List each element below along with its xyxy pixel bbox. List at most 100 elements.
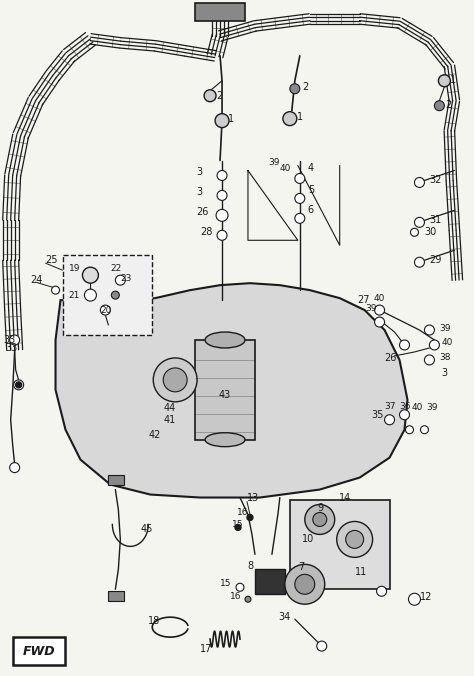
Circle shape: [235, 525, 241, 531]
Circle shape: [424, 355, 434, 365]
Text: 9: 9: [318, 502, 324, 512]
Text: 8: 8: [247, 561, 253, 571]
Text: 3: 3: [196, 187, 202, 197]
Text: 45: 45: [140, 525, 153, 535]
Text: 31: 31: [429, 216, 442, 225]
Circle shape: [295, 214, 305, 223]
Text: 33: 33: [6, 343, 18, 353]
Text: 40: 40: [441, 339, 453, 347]
Text: 39: 39: [427, 404, 438, 412]
Text: 12: 12: [419, 592, 432, 602]
Text: 15: 15: [232, 520, 244, 529]
Circle shape: [400, 410, 410, 420]
Text: 39: 39: [365, 304, 377, 312]
Bar: [255, 569, 285, 594]
Circle shape: [420, 426, 428, 434]
Text: 17: 17: [200, 644, 212, 654]
Text: 23: 23: [120, 274, 132, 283]
Text: 28: 28: [200, 227, 212, 237]
Text: 40: 40: [280, 164, 291, 173]
Text: 2: 2: [302, 82, 308, 92]
Circle shape: [245, 596, 251, 602]
Circle shape: [346, 531, 364, 548]
Text: 26: 26: [384, 353, 397, 363]
Ellipse shape: [205, 433, 245, 447]
Circle shape: [290, 84, 300, 94]
Text: 3: 3: [196, 168, 202, 178]
Circle shape: [384, 415, 394, 425]
Circle shape: [424, 325, 434, 335]
Text: 34: 34: [278, 612, 290, 622]
Text: 16: 16: [230, 592, 242, 601]
Bar: [109, 475, 124, 485]
Circle shape: [376, 586, 387, 596]
Text: 35: 35: [372, 410, 384, 420]
Circle shape: [374, 305, 384, 315]
Text: FWD: FWD: [22, 645, 55, 658]
Circle shape: [16, 382, 22, 388]
Text: 29: 29: [429, 256, 442, 265]
Text: 22: 22: [110, 264, 122, 272]
Text: 30: 30: [424, 227, 437, 237]
Ellipse shape: [205, 332, 245, 348]
Text: 36: 36: [400, 402, 411, 411]
Text: 27: 27: [358, 295, 370, 305]
Text: 10: 10: [302, 535, 314, 544]
Circle shape: [317, 641, 327, 651]
Text: 41: 41: [163, 415, 175, 425]
Circle shape: [305, 504, 335, 535]
Circle shape: [204, 90, 216, 101]
Text: 4: 4: [308, 164, 314, 174]
Circle shape: [9, 335, 19, 345]
Circle shape: [217, 191, 227, 200]
Bar: [63, 256, 152, 335]
Circle shape: [111, 291, 119, 299]
Circle shape: [434, 101, 445, 111]
Circle shape: [313, 512, 327, 527]
Circle shape: [400, 340, 410, 350]
Bar: [195, 340, 255, 439]
Circle shape: [295, 575, 315, 594]
Bar: [290, 500, 390, 589]
Text: 40: 40: [374, 293, 385, 303]
Text: 33: 33: [4, 335, 16, 345]
Text: 13: 13: [247, 493, 259, 502]
Text: 16: 16: [237, 508, 248, 517]
Text: 21: 21: [69, 291, 80, 299]
Circle shape: [414, 258, 424, 267]
Text: 2: 2: [446, 99, 452, 110]
Bar: [195, 3, 245, 21]
Text: 43: 43: [219, 390, 231, 400]
Text: 1: 1: [450, 75, 456, 84]
Circle shape: [216, 210, 228, 221]
Text: 6: 6: [308, 206, 314, 216]
Circle shape: [82, 267, 99, 283]
Circle shape: [429, 340, 439, 350]
Circle shape: [217, 231, 227, 240]
Circle shape: [9, 462, 19, 473]
Circle shape: [410, 228, 419, 237]
Circle shape: [337, 521, 373, 557]
Text: 1: 1: [297, 112, 303, 122]
Circle shape: [163, 368, 187, 392]
Circle shape: [52, 286, 60, 294]
Circle shape: [153, 358, 197, 402]
Polygon shape: [55, 283, 408, 498]
Text: 32: 32: [429, 176, 442, 185]
Circle shape: [295, 174, 305, 183]
Circle shape: [217, 170, 227, 180]
Text: 26: 26: [196, 208, 209, 218]
Circle shape: [409, 594, 420, 605]
Text: 44: 44: [163, 403, 175, 413]
Text: 39: 39: [268, 158, 279, 167]
Circle shape: [215, 114, 229, 128]
Text: 14: 14: [339, 493, 352, 502]
Text: 24: 24: [31, 275, 43, 285]
Circle shape: [115, 275, 125, 285]
Circle shape: [374, 317, 384, 327]
Text: 5: 5: [308, 185, 314, 195]
Text: 42: 42: [148, 430, 161, 439]
Bar: [109, 592, 124, 601]
Circle shape: [84, 289, 96, 301]
Circle shape: [405, 426, 413, 434]
